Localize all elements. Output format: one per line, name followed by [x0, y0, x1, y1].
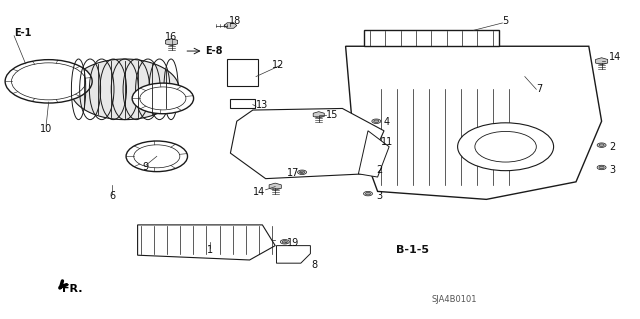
Text: 19: 19	[287, 238, 299, 248]
Polygon shape	[364, 30, 499, 46]
Text: 8: 8	[312, 260, 318, 270]
Text: 14: 14	[609, 52, 621, 63]
Text: 17: 17	[287, 168, 300, 178]
Polygon shape	[224, 23, 237, 28]
Circle shape	[599, 166, 604, 169]
Text: B-1-5: B-1-5	[396, 245, 429, 256]
Circle shape	[300, 171, 305, 174]
Text: FR.: FR.	[62, 284, 83, 294]
Text: E-8: E-8	[205, 46, 222, 56]
Text: 9: 9	[143, 162, 149, 173]
Circle shape	[597, 165, 606, 170]
Circle shape	[280, 240, 289, 244]
Text: 6: 6	[109, 191, 115, 201]
Text: 16: 16	[165, 32, 178, 42]
Text: 4: 4	[384, 117, 390, 127]
Text: SJA4B0101: SJA4B0101	[431, 295, 477, 304]
Circle shape	[475, 131, 536, 162]
Polygon shape	[165, 39, 178, 46]
Text: 13: 13	[256, 100, 268, 110]
Circle shape	[126, 141, 188, 172]
Polygon shape	[595, 58, 608, 65]
Circle shape	[132, 83, 194, 114]
Polygon shape	[358, 131, 389, 177]
Circle shape	[365, 168, 371, 171]
Circle shape	[364, 191, 372, 196]
Circle shape	[365, 192, 371, 195]
Text: 3: 3	[609, 165, 616, 175]
Circle shape	[372, 119, 381, 123]
Text: 14: 14	[253, 187, 266, 197]
Polygon shape	[227, 59, 258, 86]
Circle shape	[597, 143, 606, 147]
Circle shape	[599, 144, 604, 146]
Text: 1: 1	[207, 245, 213, 256]
Polygon shape	[230, 99, 255, 108]
Polygon shape	[313, 112, 324, 118]
Text: 7: 7	[536, 84, 543, 94]
Polygon shape	[276, 246, 310, 263]
Polygon shape	[230, 108, 384, 179]
Text: E-1: E-1	[14, 28, 31, 39]
Polygon shape	[138, 225, 275, 260]
Circle shape	[374, 120, 379, 122]
Text: 10: 10	[40, 124, 52, 134]
Polygon shape	[346, 46, 602, 199]
Text: 2: 2	[376, 165, 383, 175]
Text: 5: 5	[502, 16, 509, 26]
Circle shape	[140, 87, 186, 110]
Text: 3: 3	[376, 191, 383, 201]
Polygon shape	[269, 183, 282, 190]
Text: 11: 11	[381, 137, 393, 147]
Circle shape	[298, 170, 307, 174]
Polygon shape	[70, 59, 179, 120]
Circle shape	[282, 241, 287, 243]
Circle shape	[12, 63, 86, 100]
Text: 2: 2	[609, 142, 616, 152]
Text: 18: 18	[229, 16, 242, 26]
Text: 12: 12	[272, 60, 284, 70]
Circle shape	[134, 145, 180, 168]
Circle shape	[5, 60, 92, 103]
Circle shape	[458, 123, 554, 171]
Circle shape	[364, 167, 372, 172]
Text: 15: 15	[326, 110, 339, 120]
